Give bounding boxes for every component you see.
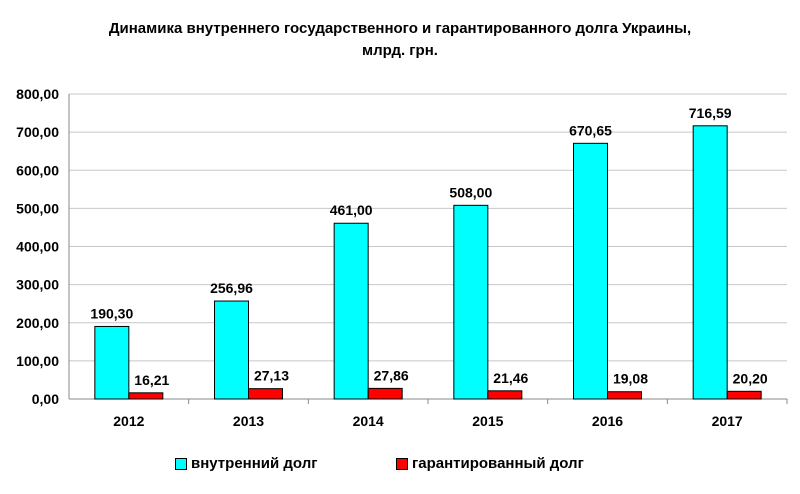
data-label: 256,96 (210, 280, 253, 296)
chart-title-line1: Динамика внутреннего государственного и … (108, 20, 692, 37)
bar-internal (94, 325, 130, 400)
y-tick-label: 400,00 (16, 239, 59, 255)
y-tick-label: 200,00 (16, 315, 59, 331)
legend-label-guaranteed: гарантированный долг (412, 455, 584, 472)
legend-swatch-guaranteed (396, 457, 408, 470)
y-tick-label: 600,00 (16, 162, 59, 178)
data-label: 20,20 (733, 370, 768, 386)
bar-guaranteed (726, 390, 762, 400)
bar-internal (214, 300, 249, 400)
y-tick-label: 100,00 (16, 353, 59, 369)
data-label: 27,86 (374, 367, 409, 383)
bar-internal (453, 204, 489, 400)
data-label: 19,08 (613, 371, 648, 387)
bar-guaranteed (487, 390, 523, 400)
legend-item-internal: внутренний долг (175, 455, 317, 472)
data-label: 16,21 (134, 372, 169, 388)
x-tick-label: 2015 (472, 413, 503, 429)
y-tick-label: 800,00 (16, 86, 59, 102)
y-tick-label: 0,00 (32, 391, 59, 407)
bar-internal (573, 142, 608, 400)
y-tick-label: 300,00 (16, 277, 59, 293)
bar-guaranteed (607, 391, 642, 400)
chart-title: Динамика внутреннего государственного и … (0, 18, 800, 62)
bar-guaranteed (367, 387, 403, 400)
legend-item-guaranteed: гарантированный долг (396, 455, 584, 472)
data-label: 716,59 (689, 105, 732, 121)
bar-guaranteed (248, 388, 283, 400)
bar-guaranteed (128, 392, 164, 400)
chart-title-line2: млрд. грн. (362, 42, 438, 59)
bar-internal (333, 222, 369, 400)
data-label: 670,65 (569, 122, 612, 138)
data-label: 508,00 (449, 184, 492, 200)
y-tick-label: 700,00 (16, 124, 59, 140)
x-tick-label: 2012 (113, 413, 144, 429)
x-tick-label: 2017 (712, 413, 743, 429)
data-label: 190,30 (90, 305, 133, 321)
data-label: 27,13 (254, 368, 289, 384)
x-tick-label: 2016 (592, 413, 623, 429)
legend-swatch-internal (175, 457, 187, 470)
x-tick-label: 2013 (233, 413, 264, 429)
data-label: 21,46 (493, 370, 528, 386)
x-tick-label: 2014 (353, 413, 384, 429)
data-label: 461,00 (330, 202, 373, 218)
y-tick-label: 500,00 (16, 200, 59, 216)
legend-label-internal: внутренний долг (191, 455, 318, 472)
bar-internal (692, 125, 728, 400)
